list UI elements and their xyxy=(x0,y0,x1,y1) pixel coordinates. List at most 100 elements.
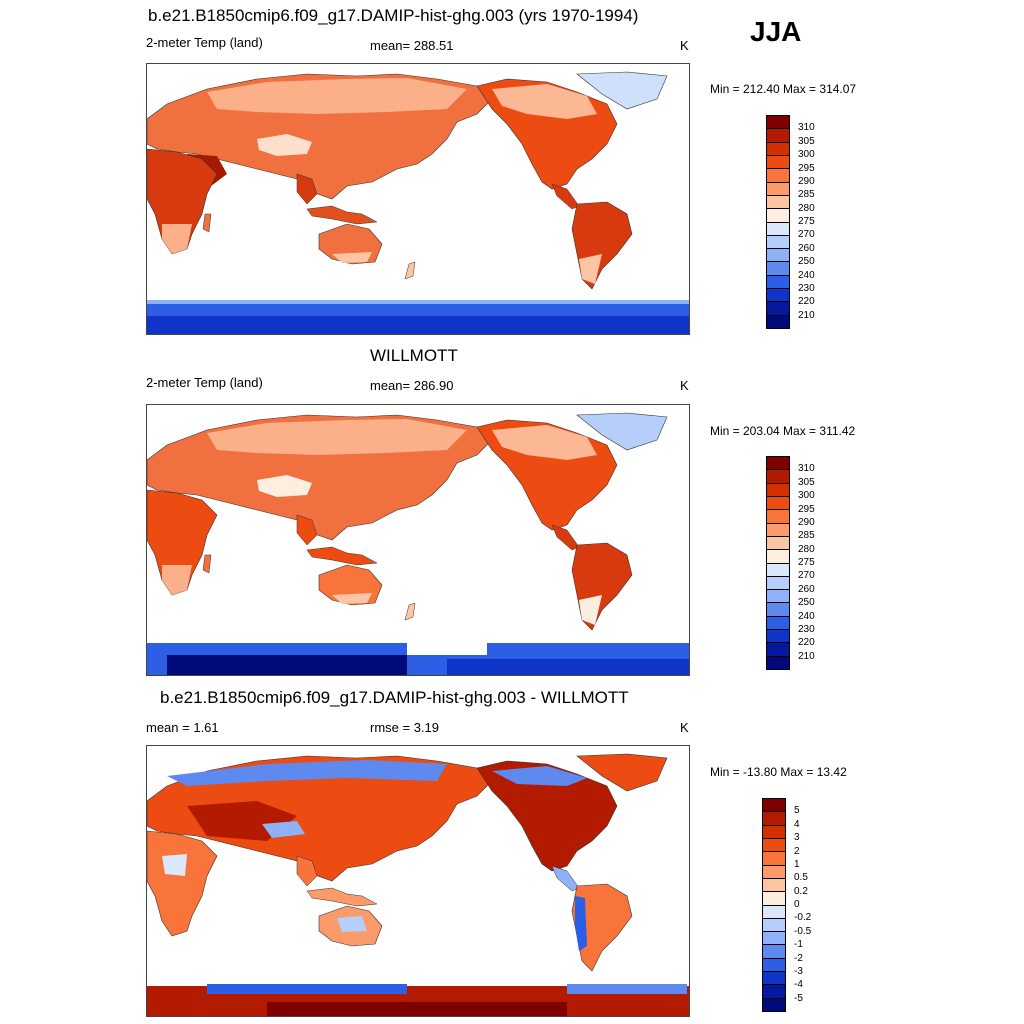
colorbar-tick-label: 270 xyxy=(798,570,815,582)
colorbar-swatch xyxy=(763,985,785,999)
antarctica-interior-east xyxy=(447,659,689,675)
colorbar-swatch xyxy=(767,235,789,250)
colorbar-tick-label: 275 xyxy=(798,216,815,227)
colorbar-tick-label: 300 xyxy=(798,149,815,161)
colorbar-tick-label: 310 xyxy=(798,122,815,134)
greenland xyxy=(576,412,668,451)
colorbar-swatch xyxy=(767,262,789,276)
colorbar-tick-label: 2 xyxy=(794,845,800,857)
panel1-title: b.e21.B1850cmip6.f09_g17.DAMIP-hist-ghg.… xyxy=(148,6,639,25)
colorbar-swatch xyxy=(767,289,789,303)
colorbar-swatch xyxy=(767,510,789,524)
colorbar-tick-label: 230 xyxy=(798,282,815,294)
colorbar-tick-label: 295 xyxy=(798,503,815,515)
colorbar-tick-label: 210 xyxy=(798,650,815,662)
colorbar-swatch xyxy=(763,945,785,959)
colorbar-swatch xyxy=(767,656,789,669)
australia-south xyxy=(332,252,372,263)
colorbar-swatch xyxy=(767,563,789,577)
panel2-units: K xyxy=(680,378,689,393)
eurasia-landmass xyxy=(147,755,493,882)
colorbar-swatch xyxy=(763,825,785,839)
antarctica-interior xyxy=(167,655,407,675)
greenland xyxy=(576,753,668,792)
colorbar-tick-label: 300 xyxy=(798,490,815,502)
colorbar-tick-label: -3 xyxy=(794,965,803,977)
colorbar-tick-label: 310 xyxy=(798,463,815,475)
colorbar-swatch xyxy=(767,222,789,236)
colorbar-swatch xyxy=(767,496,789,511)
colorbar-tick-label: 260 xyxy=(798,583,815,595)
colorbar-swatch xyxy=(763,905,785,919)
colorbar-swatch xyxy=(767,209,789,223)
colorbar-tick-label: 305 xyxy=(798,476,815,488)
south-africa-region xyxy=(162,565,192,595)
colorbar-swatch xyxy=(767,630,789,644)
panel1-mean-label: mean= 288.51 xyxy=(370,38,454,53)
colorbar-swatch xyxy=(767,550,789,564)
panel3-rmse-label: rmse = 3.19 xyxy=(370,720,440,735)
antarctica-cool-band-east xyxy=(567,984,687,994)
colorbar-swatch xyxy=(767,182,789,196)
panel2-variable-label: 2-meter Temp (land) xyxy=(146,375,263,390)
australia-cool xyxy=(337,916,367,932)
colorbar-tick-label: -0.2 xyxy=(794,912,812,924)
south-america-landmass xyxy=(571,201,633,290)
colorbar-swatch xyxy=(767,142,789,156)
colorbar-tick-label: 305 xyxy=(798,135,815,147)
arctic-coast-cool xyxy=(167,760,447,786)
colorbar-tick-label: 0 xyxy=(794,899,800,910)
antarctica-edge xyxy=(147,300,689,304)
colorbar-tick-label: 210 xyxy=(798,309,815,321)
colorbar-swatch xyxy=(767,576,789,591)
colorbar-tick-label: 220 xyxy=(798,637,815,649)
panel2-colorbar xyxy=(766,456,790,670)
colorbar-swatch xyxy=(767,155,789,170)
siberia-region xyxy=(207,78,467,114)
colorbar-swatch xyxy=(767,590,789,604)
central-america xyxy=(551,865,580,892)
colorbar-swatch xyxy=(767,536,789,551)
greenland xyxy=(576,71,668,110)
colorbar-swatch xyxy=(767,116,789,130)
colorbar-tick-label: 0.5 xyxy=(794,872,808,884)
ross-ice-shelf-gap xyxy=(407,643,487,655)
colorbar-swatch xyxy=(763,878,785,893)
colorbar-tick-label: -0.5 xyxy=(794,925,812,937)
indochina xyxy=(296,514,318,546)
colorbar-swatch xyxy=(767,195,789,210)
colorbar-swatch xyxy=(767,275,789,290)
colorbar-tick-label: 0.2 xyxy=(794,885,808,897)
new-zealand xyxy=(404,261,416,280)
panel2-map xyxy=(146,404,690,676)
colorbar-swatch xyxy=(763,932,785,946)
colorbar-tick-label: -4 xyxy=(794,979,803,991)
central-america xyxy=(551,524,580,551)
colorbar-tick-label: 230 xyxy=(798,623,815,635)
colorbar-tick-label: 280 xyxy=(798,202,815,214)
colorbar-tick-label: 260 xyxy=(798,242,815,254)
indochina xyxy=(296,173,318,205)
south-africa-region xyxy=(162,224,192,254)
panel3-map-canvas xyxy=(147,753,689,1016)
panel3-mean-label: mean = 1.61 xyxy=(146,720,219,735)
panel3-colorbar xyxy=(762,798,786,1012)
antarctica-interior xyxy=(147,316,689,334)
indonesia xyxy=(306,205,378,225)
panel3-title: b.e21.B1850cmip6.f09_g17.DAMIP-hist-ghg.… xyxy=(160,688,629,707)
colorbar-swatch xyxy=(763,918,785,933)
colorbar-tick-label: 280 xyxy=(798,543,815,555)
colorbar-swatch xyxy=(763,958,785,973)
central-america xyxy=(551,183,580,210)
colorbar-swatch xyxy=(763,799,785,813)
colorbar-swatch xyxy=(767,523,789,537)
colorbar-swatch xyxy=(767,483,789,497)
patagonia-region xyxy=(579,254,602,284)
colorbar-swatch xyxy=(767,249,789,263)
colorbar-swatch xyxy=(763,852,785,866)
tibet-region xyxy=(257,134,312,156)
panel1-variable-label: 2-meter Temp (land) xyxy=(146,35,263,50)
colorbar-tick-label: 285 xyxy=(798,189,815,201)
colorbar-tick-label: 290 xyxy=(798,175,815,187)
colorbar-swatch xyxy=(767,616,789,631)
